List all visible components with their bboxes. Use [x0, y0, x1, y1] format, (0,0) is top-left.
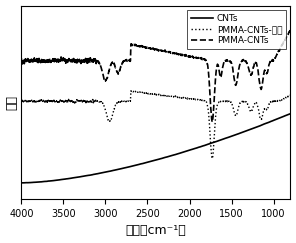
Legend: CNTs, PMMA-CNTs-漆酶, PMMA-CNTs: CNTs, PMMA-CNTs-漆酶, PMMA-CNTs [187, 10, 286, 49]
Y-axis label: 强度: 强度 [6, 95, 19, 110]
X-axis label: 波长（cm⁻¹）: 波长（cm⁻¹） [126, 225, 186, 237]
